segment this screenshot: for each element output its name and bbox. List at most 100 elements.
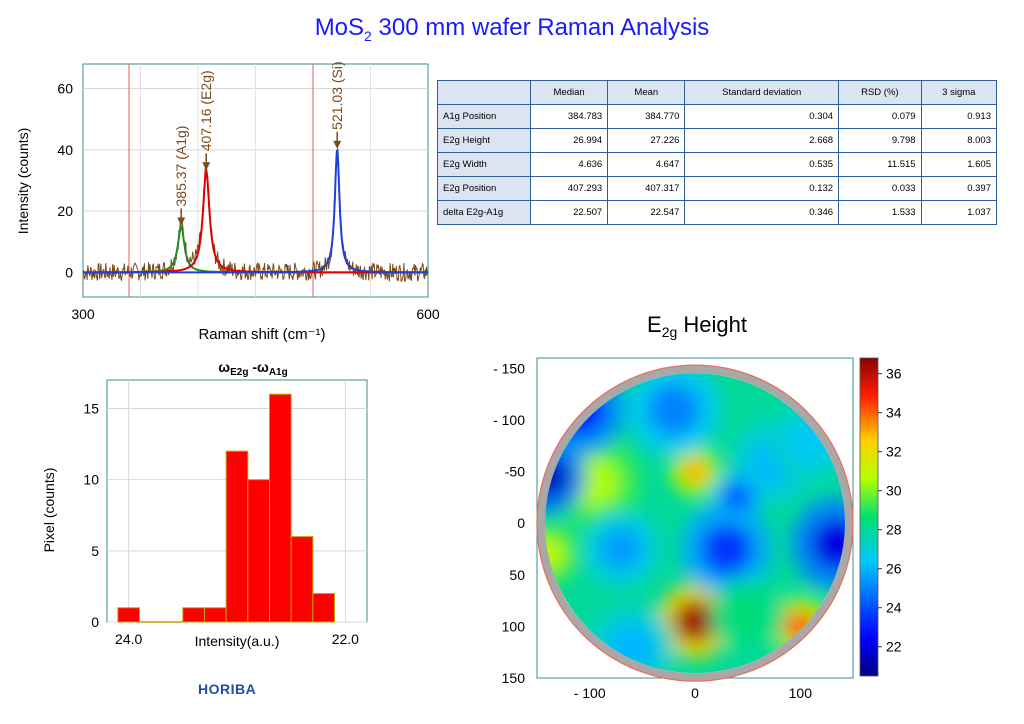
statistics-table: Median Mean Standard deviation RSD (%) 3 sig…: [437, 80, 998, 225]
histogram-bar: [204, 607, 227, 623]
wafer-feature: [701, 523, 753, 575]
colorbar-tick-label: 26: [886, 561, 902, 577]
table-cell: 384.770: [607, 104, 686, 129]
table-cell: 26.994: [529, 128, 609, 153]
table-row-label: delta E2g-A1g: [437, 200, 531, 225]
table-cell: 0.346: [684, 200, 840, 225]
colorbar: [859, 357, 879, 677]
table-cell: 1.605: [920, 152, 998, 177]
wafer-feature: [811, 518, 845, 570]
delta-histogram-chart: ωE2g -ωA1g 0 5 10 15 24.0 22.0 Intensity(a.u.…: [41, 359, 368, 649]
spectrum-x-axis-label: Raman shift (cm⁻¹): [198, 326, 325, 343]
wafer-feature: [648, 384, 700, 436]
histogram-x-axis-label: Intensity(a.u.): [195, 633, 280, 649]
table-cell: 1.037: [920, 200, 998, 225]
wafer-x-tick-label: 100: [789, 685, 813, 701]
table-cell: 407.317: [607, 176, 686, 201]
peak-arrowhead: [177, 217, 186, 226]
spectrum-y-axis-label: Intensity (counts): [15, 128, 31, 235]
histogram-x-tick-label: 22.0: [332, 631, 359, 647]
table-row-label: A1g Position: [437, 104, 531, 129]
wafer-y-tick-label: 150: [502, 670, 526, 686]
wafer-feature: [600, 528, 643, 570]
table-cell: 0.132: [684, 176, 840, 201]
histogram-y-tick-label: 5: [91, 543, 99, 559]
spectrum-y-tick-label: 40: [57, 142, 73, 158]
wafer-x-tick-label: 0: [691, 685, 699, 701]
wafer-y-tick-label: - 100: [493, 412, 525, 428]
colorbar-tick-label: 30: [886, 483, 902, 499]
table-cell: 11.515: [838, 152, 922, 177]
table-cell: 4.647: [607, 152, 686, 177]
peak-arrowhead: [333, 140, 342, 149]
horiba-logo: HORIBA: [198, 681, 257, 697]
table-row-label: E2g Position: [437, 176, 531, 201]
histogram-y-tick-label: 15: [83, 400, 99, 416]
colorbar-tick-label: 32: [886, 444, 902, 460]
spectrum-x-tick-label: 300: [71, 306, 95, 322]
table-cell: 0.079: [838, 104, 922, 129]
raman-spectrum-chart: 385.37 (A1g) 407.16 (E2g) 521.03 (Si) 0 20 4…: [15, 61, 440, 343]
table-cell: 0.304: [684, 104, 840, 129]
table-header-cell: [437, 80, 531, 105]
wafer-map-title: E2g Height: [647, 312, 747, 340]
colorbar-tick-label: 22: [886, 639, 902, 655]
table-cell: 384.783: [529, 104, 609, 129]
histogram-bar: [225, 450, 249, 623]
wafer-y-tick-label: - 150: [493, 360, 525, 376]
wafer-y-tick-label: 100: [502, 618, 526, 634]
wafer-y-tick-label: 50: [509, 567, 525, 583]
table-header-row: Median Mean Standard deviation RSD (%) 3 sig…: [437, 80, 998, 105]
histogram-bar: [290, 536, 314, 623]
table-cell: 1.533: [838, 200, 922, 225]
table-header-cell: 3 sigma: [920, 80, 998, 105]
histogram-bar: [312, 593, 336, 623]
page-title: MoS2 300 mm wafer Raman Analysis: [314, 14, 710, 44]
peak-label: 407.16 (E2g): [198, 70, 214, 151]
histogram-bar: [117, 607, 141, 623]
spectrum-y-tick-label: 60: [57, 81, 73, 97]
table-cell: 2.668: [684, 128, 840, 153]
wafer-x-tick-label: - 100: [574, 685, 606, 701]
wafer-map-chart: E2g Height - 150 - 100 -50 0 50 100 150 - 100 0 1…: [493, 312, 902, 701]
histogram-bar: [247, 479, 270, 623]
wafer-y-tick-label: -50: [505, 464, 525, 480]
histogram-y-tick-label: 0: [91, 614, 99, 630]
wafer-feature: [681, 457, 709, 486]
peak-label: 521.03 (Si): [329, 61, 345, 129]
peak-label: 385.37 (A1g): [173, 126, 189, 207]
colorbar-tick-label: 28: [886, 522, 902, 538]
histogram-title: ωE2g -ωA1g: [218, 359, 287, 378]
table-row: E2g Position 407.293 407.317 0.132 0.033 0.39…: [437, 176, 998, 201]
table-cell: 0.397: [920, 176, 998, 201]
fitted-peak-si: [83, 148, 429, 274]
wafer-edge-ring: [537, 365, 853, 682]
table-header-cell: Median: [529, 80, 609, 105]
table-cell: 0.033: [838, 176, 922, 201]
wafer-feature: [674, 600, 716, 643]
table-row: E2g Width 4.636 4.647 0.535 11.515 1.605: [437, 152, 998, 177]
histogram-x-tick-label: 24.0: [115, 631, 142, 647]
colorbar-tick-label: 36: [886, 366, 902, 382]
table-cell: 8.003: [920, 128, 998, 153]
wafer-feature: [726, 595, 769, 637]
table-header-cell: Mean: [607, 80, 686, 105]
wafer-y-tick-label: 0: [517, 515, 525, 531]
spectrum-y-tick-label: 20: [57, 203, 73, 219]
table-cell: 0.535: [684, 152, 840, 177]
table-header-cell: RSD (%): [838, 80, 922, 105]
table-row-label: E2g Height: [437, 128, 531, 153]
colorbar-tick-label: 34: [886, 405, 902, 421]
wafer-outline: [536, 364, 854, 682]
table-cell: 0.913: [920, 104, 998, 129]
spectrum-x-tick-label: 600: [416, 306, 440, 322]
spectrum-y-tick-label: 0: [65, 264, 73, 280]
table-cell: 407.293: [529, 176, 609, 201]
table-cell: 4.636: [529, 152, 609, 177]
histogram-bar: [182, 607, 205, 623]
table-cell: 9.798: [838, 128, 922, 153]
peak-arrowhead: [202, 162, 211, 171]
colorbar-tick-label: 24: [886, 600, 902, 616]
table-cell: 27.226: [607, 128, 686, 153]
wafer-feature: [723, 483, 752, 512]
